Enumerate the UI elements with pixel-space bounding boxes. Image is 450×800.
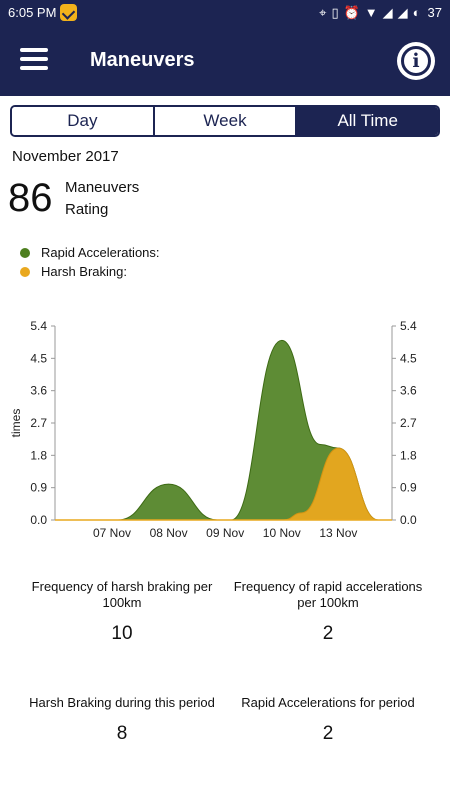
period-label: November 2017 [12,148,119,165]
x-tick-label: 13 Nov [319,526,357,540]
stat-value: 10 [111,623,133,644]
y-tick-label-left: 1.8 [30,448,47,462]
maneuvers-chart: 0.0 0.0 0.9 0.9 1.8 1.8 2.7 2.7 3.6 3.6 4.5 4.5 5.4 5… [9,319,417,540]
legend-dot-green [20,247,30,258]
y-tick-label-right: 3.6 [400,384,417,398]
stat-label: Frequency of harsh braking per 100km [31,579,213,610]
chart-legend: Rapid Accelerations: Harsh Braking: [20,243,160,281]
legend-dot-orange [20,266,30,277]
app-bar: Maneuvers i [0,26,450,96]
y-tick-label-left: 0.9 [30,481,47,495]
y-axis-label: times [9,409,23,438]
rating-label: Maneuvers Rating [65,179,140,218]
battery-icon: ◐ [412,5,421,20]
y-tick-label-right: 4.5 [400,351,417,365]
stat-label: Rapid Accelerations for period [241,695,415,710]
info-icon[interactable]: i [397,42,435,80]
x-tick-label: 08 Nov [150,526,188,540]
y-tick-label-left: 0.0 [30,513,47,527]
y-tick-label-left: 2.7 [30,416,47,430]
y-tick-label-right: 5.4 [400,319,417,333]
y-tick-label-right: 0.0 [400,513,417,527]
status-icons: ⌖ ▯ ⏰ ▼ ◢ ◢ ◐ 37 [319,4,442,21]
x-tick-label: 07 Nov [93,526,131,540]
page-title: Maneuvers [90,49,195,71]
series-area-harsh-braking [283,447,379,521]
battery-level: 37 [427,5,442,20]
stat-label: Frequency of rapid accelerations per 100… [233,579,423,610]
x-tick-label: 10 Nov [263,526,301,540]
time-range-selector: Day Week All Time [10,105,440,137]
signal-icon: ◢ [382,5,393,20]
wifi-icon: ▼ [364,5,378,20]
vibrate-icon: ▯ [331,5,339,20]
status-time: 6:05 PM [8,5,57,20]
y-tick-label-left: 5.4 [30,319,47,333]
stat-freq-braking: Frequency of harsh braking per 100km 10 [22,579,222,645]
tab-week[interactable]: Week [152,107,296,135]
y-tick-label-right: 1.8 [400,448,417,462]
legend-item-harsh-braking: Harsh Braking: [20,262,160,281]
legend-label: Harsh Braking: [41,264,127,279]
stat-braking-period: Harsh Braking during this period 8 [22,695,222,745]
status-bar: 6:05 PM ⌖ ▯ ⏰ ▼ ◢ ◢ ◐ 37 [0,0,450,26]
rating-value: 86 [8,176,53,220]
stat-accel-period: Rapid Accelerations for period 2 [228,695,428,745]
location-icon: ⌖ [319,5,327,20]
tab-all-time[interactable]: All Time [295,107,438,135]
alarm-icon: ⏰ [343,5,360,20]
stat-freq-accel: Frequency of rapid accelerations per 100… [228,579,428,645]
tab-day[interactable]: Day [12,107,153,135]
y-tick-label-right: 0.9 [400,481,417,495]
legend-label: Rapid Accelerations: [41,245,160,260]
menu-icon[interactable] [20,48,50,72]
y-tick-label-right: 2.7 [400,416,417,430]
stat-value: 2 [322,723,334,744]
stat-value: 8 [116,723,128,744]
stat-value: 2 [322,623,334,644]
y-tick-label-left: 3.6 [30,384,47,398]
y-tick-label-left: 4.5 [30,351,47,365]
stat-label: Harsh Braking during this period [29,695,215,710]
signal-2-icon: ◢ [397,5,408,20]
x-tick-label: 09 Nov [206,526,244,540]
legend-item-rapid-accelerations: Rapid Accelerations: [20,243,160,262]
app-notification-icon [60,4,77,21]
